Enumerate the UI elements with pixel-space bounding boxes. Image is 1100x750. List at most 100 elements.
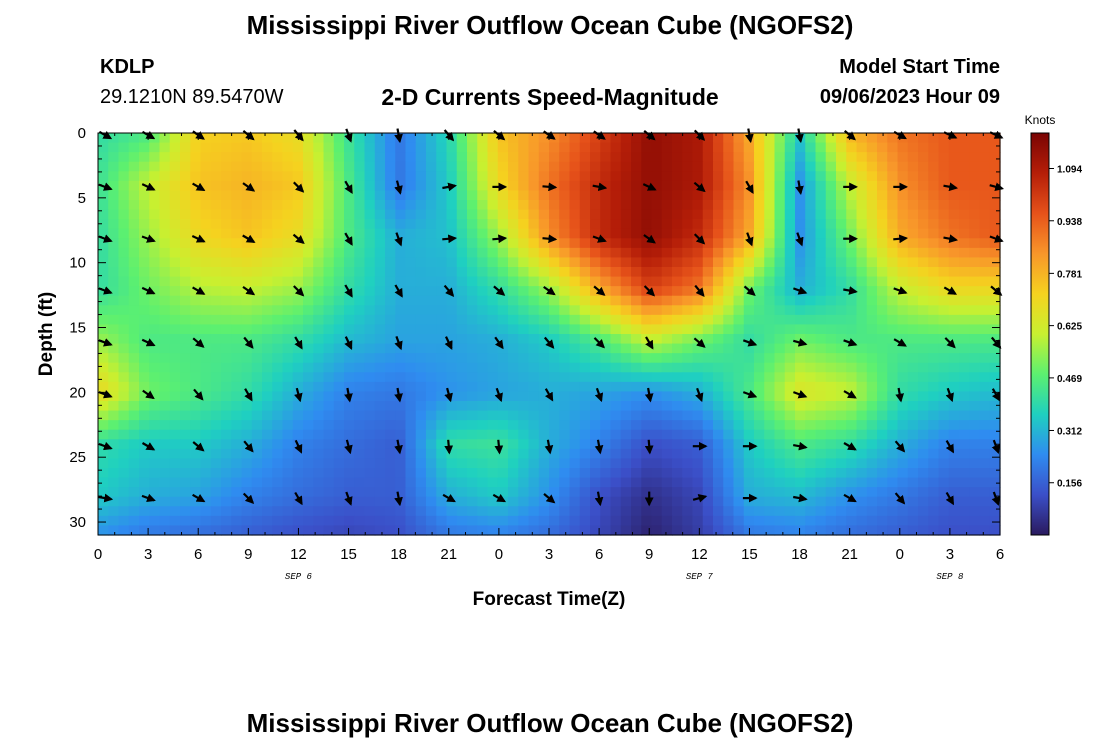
heatmap-cell (959, 372, 970, 383)
heatmap-cell (446, 171, 458, 182)
heatmap-cell (733, 267, 745, 278)
heatmap-cell (559, 267, 571, 278)
heatmap-cell (569, 401, 581, 412)
heatmap-cell (395, 305, 407, 316)
heatmap-cell (672, 343, 683, 354)
heatmap-cell (856, 410, 868, 421)
heatmap-cell (764, 448, 776, 460)
heatmap-cell (159, 477, 171, 488)
heatmap-cell (692, 190, 704, 201)
heatmap-cell (907, 525, 919, 536)
heatmap-cell (149, 219, 161, 230)
heatmap-cell (836, 458, 847, 469)
heatmap-cell (754, 487, 765, 498)
heatmap-cell (333, 171, 345, 182)
heatmap-cell (159, 372, 171, 383)
heatmap-cell (549, 401, 560, 412)
heatmap-cell (651, 468, 663, 479)
heatmap-cell (456, 190, 468, 201)
heatmap-cell (651, 219, 663, 230)
heatmap-cell (292, 247, 304, 259)
heatmap-cell (579, 276, 591, 287)
heatmap-cell (333, 420, 345, 431)
heatmap-cell (969, 334, 981, 345)
heatmap-cell (149, 525, 161, 536)
heatmap-cell (231, 133, 243, 144)
heatmap-cell (426, 209, 437, 220)
heatmap-cell (98, 314, 109, 326)
heatmap-cell (897, 448, 909, 460)
heatmap-cell (313, 238, 325, 249)
heatmap-cell (866, 238, 878, 249)
heatmap-cell (569, 305, 581, 316)
heatmap-cell (764, 286, 776, 297)
heatmap-cell (682, 295, 694, 306)
heatmap-cell (333, 448, 345, 460)
current-arrow (191, 234, 206, 243)
heatmap-cell (303, 190, 314, 201)
heatmap-cell (559, 468, 571, 479)
heatmap-cell (959, 133, 970, 144)
heatmap-cell (231, 276, 243, 287)
heatmap-cell (887, 305, 899, 316)
heatmap-cell (118, 200, 130, 211)
heatmap-cell (118, 295, 130, 306)
current-arrow (592, 234, 607, 243)
heatmap-cell (200, 487, 212, 498)
heatmap-cell (682, 190, 694, 201)
heatmap-cell (262, 305, 273, 316)
heatmap-cell (579, 161, 591, 172)
heatmap-cell (620, 381, 632, 393)
heatmap-cell (836, 372, 847, 383)
heatmap-cell (631, 372, 642, 383)
heatmap-cell (661, 496, 673, 507)
heatmap-cell (210, 219, 222, 230)
heatmap-cell (907, 448, 919, 460)
heatmap-cell (395, 142, 407, 153)
heatmap-cell (692, 267, 704, 278)
heatmap-cell (354, 200, 366, 211)
heatmap-cell (303, 238, 314, 249)
heatmap-cell (969, 257, 981, 268)
heatmap-cell (108, 276, 120, 287)
heatmap-cell (723, 458, 735, 469)
heatmap-cell (98, 295, 109, 306)
heatmap-cell (313, 209, 325, 220)
heatmap-cell (282, 420, 294, 431)
heatmap-cell (456, 142, 468, 153)
heatmap-cell (569, 133, 581, 144)
heatmap-cell (333, 305, 345, 316)
heatmap-cell (210, 477, 222, 488)
heatmap-cell (549, 458, 560, 469)
heatmap-cell (969, 381, 981, 393)
heatmap-cell (754, 257, 765, 268)
x-axis-title: Forecast Time(Z) (473, 589, 626, 610)
heatmap-cell (877, 180, 888, 192)
heatmap-cell (323, 496, 335, 507)
heatmap-cell (282, 286, 294, 297)
heatmap-cell (344, 372, 355, 383)
heatmap-cell (415, 343, 427, 354)
heatmap-cell (385, 515, 396, 527)
heatmap-cell (436, 324, 448, 335)
heatmap-cell (610, 525, 622, 536)
heatmap-cell (549, 295, 560, 306)
heatmap-cell (692, 142, 704, 153)
heatmap-cell (907, 334, 919, 345)
heatmap-cell (251, 267, 263, 278)
heatmap-cell (128, 448, 140, 460)
heatmap-cell (108, 257, 120, 268)
heatmap-cell (733, 314, 745, 326)
heatmap-cell (180, 353, 191, 364)
x-tick-label: 9 (645, 546, 653, 563)
heatmap-cell (569, 180, 581, 192)
heatmap-cell (918, 190, 929, 201)
heatmap-cell (323, 420, 335, 431)
heatmap-cell (108, 286, 120, 297)
heatmap-cell (846, 525, 858, 536)
heatmap-cell (979, 420, 991, 431)
heatmap-cell (354, 420, 366, 431)
heatmap-cell (846, 458, 858, 469)
heatmap-cell (528, 362, 540, 373)
current-arrow (793, 390, 808, 399)
